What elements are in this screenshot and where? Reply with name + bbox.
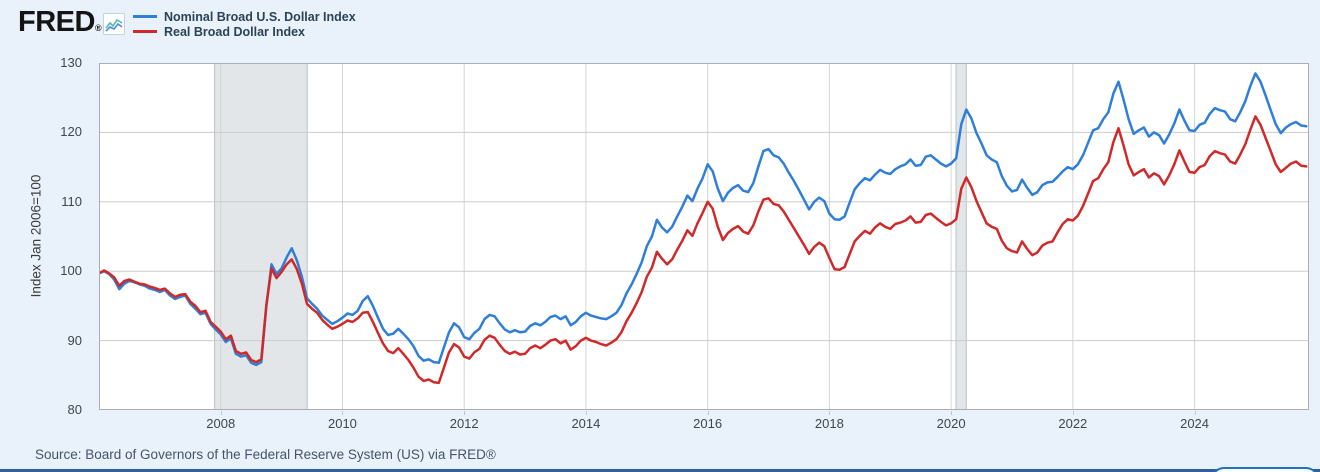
legend: Nominal Broad U.S. Dollar Index Real Bro…	[133, 9, 356, 39]
x-tick-label: 2010	[327, 416, 357, 431]
x-tick-mark	[1194, 411, 1196, 415]
source-attribution: Source: Board of Governors of the Federa…	[35, 447, 496, 462]
footer-divider-bar	[0, 469, 1320, 472]
y-tick-label: 120	[60, 124, 82, 140]
legend-label-real: Real Broad Dollar Index	[164, 24, 306, 39]
legend-item-nominal[interactable]: Nominal Broad U.S. Dollar Index	[133, 9, 356, 24]
x-tick-label: 2024	[1180, 416, 1210, 431]
x-tick-mark	[585, 411, 587, 415]
y-tick-label: 110	[61, 193, 82, 209]
x-tick-label: 2020	[936, 416, 966, 431]
nominal-line-swatch	[133, 15, 157, 18]
plot-area[interactable]	[99, 63, 1309, 410]
x-tick-label: 2012	[449, 416, 479, 431]
x-tick-label: 2014	[571, 416, 601, 431]
legend-item-real[interactable]: Real Broad Dollar Index	[133, 24, 356, 39]
legend-label-nominal: Nominal Broad U.S. Dollar Index	[164, 9, 356, 24]
x-tick-label: 2022	[1058, 416, 1088, 431]
x-tick-mark	[220, 411, 222, 415]
real-line-swatch	[133, 30, 157, 33]
registered-mark: ®	[94, 23, 102, 33]
y-tick-label: 90	[67, 332, 82, 348]
x-tick-mark	[951, 411, 953, 415]
x-tick-mark	[829, 411, 831, 415]
x-tick-mark	[342, 411, 344, 415]
x-tick-mark	[707, 411, 709, 415]
fred-logo[interactable]: FRED®	[18, 6, 102, 39]
fred-logo-text: FRED	[18, 6, 95, 38]
y-tick-label: 80	[67, 402, 82, 417]
fred-sparkline-icon	[103, 13, 125, 35]
x-tick-label: 2016	[693, 416, 723, 431]
y-tick-label: 100	[60, 263, 82, 279]
edit-graph-button[interactable]	[1211, 467, 1319, 472]
x-tick-mark	[1072, 411, 1074, 415]
x-tick-label: 2008	[206, 416, 236, 431]
x-tick-mark	[464, 411, 466, 415]
x-tick-label: 2018	[814, 416, 844, 431]
chart-canvas[interactable]	[99, 63, 1309, 410]
y-tick-label: 130	[60, 55, 82, 70]
